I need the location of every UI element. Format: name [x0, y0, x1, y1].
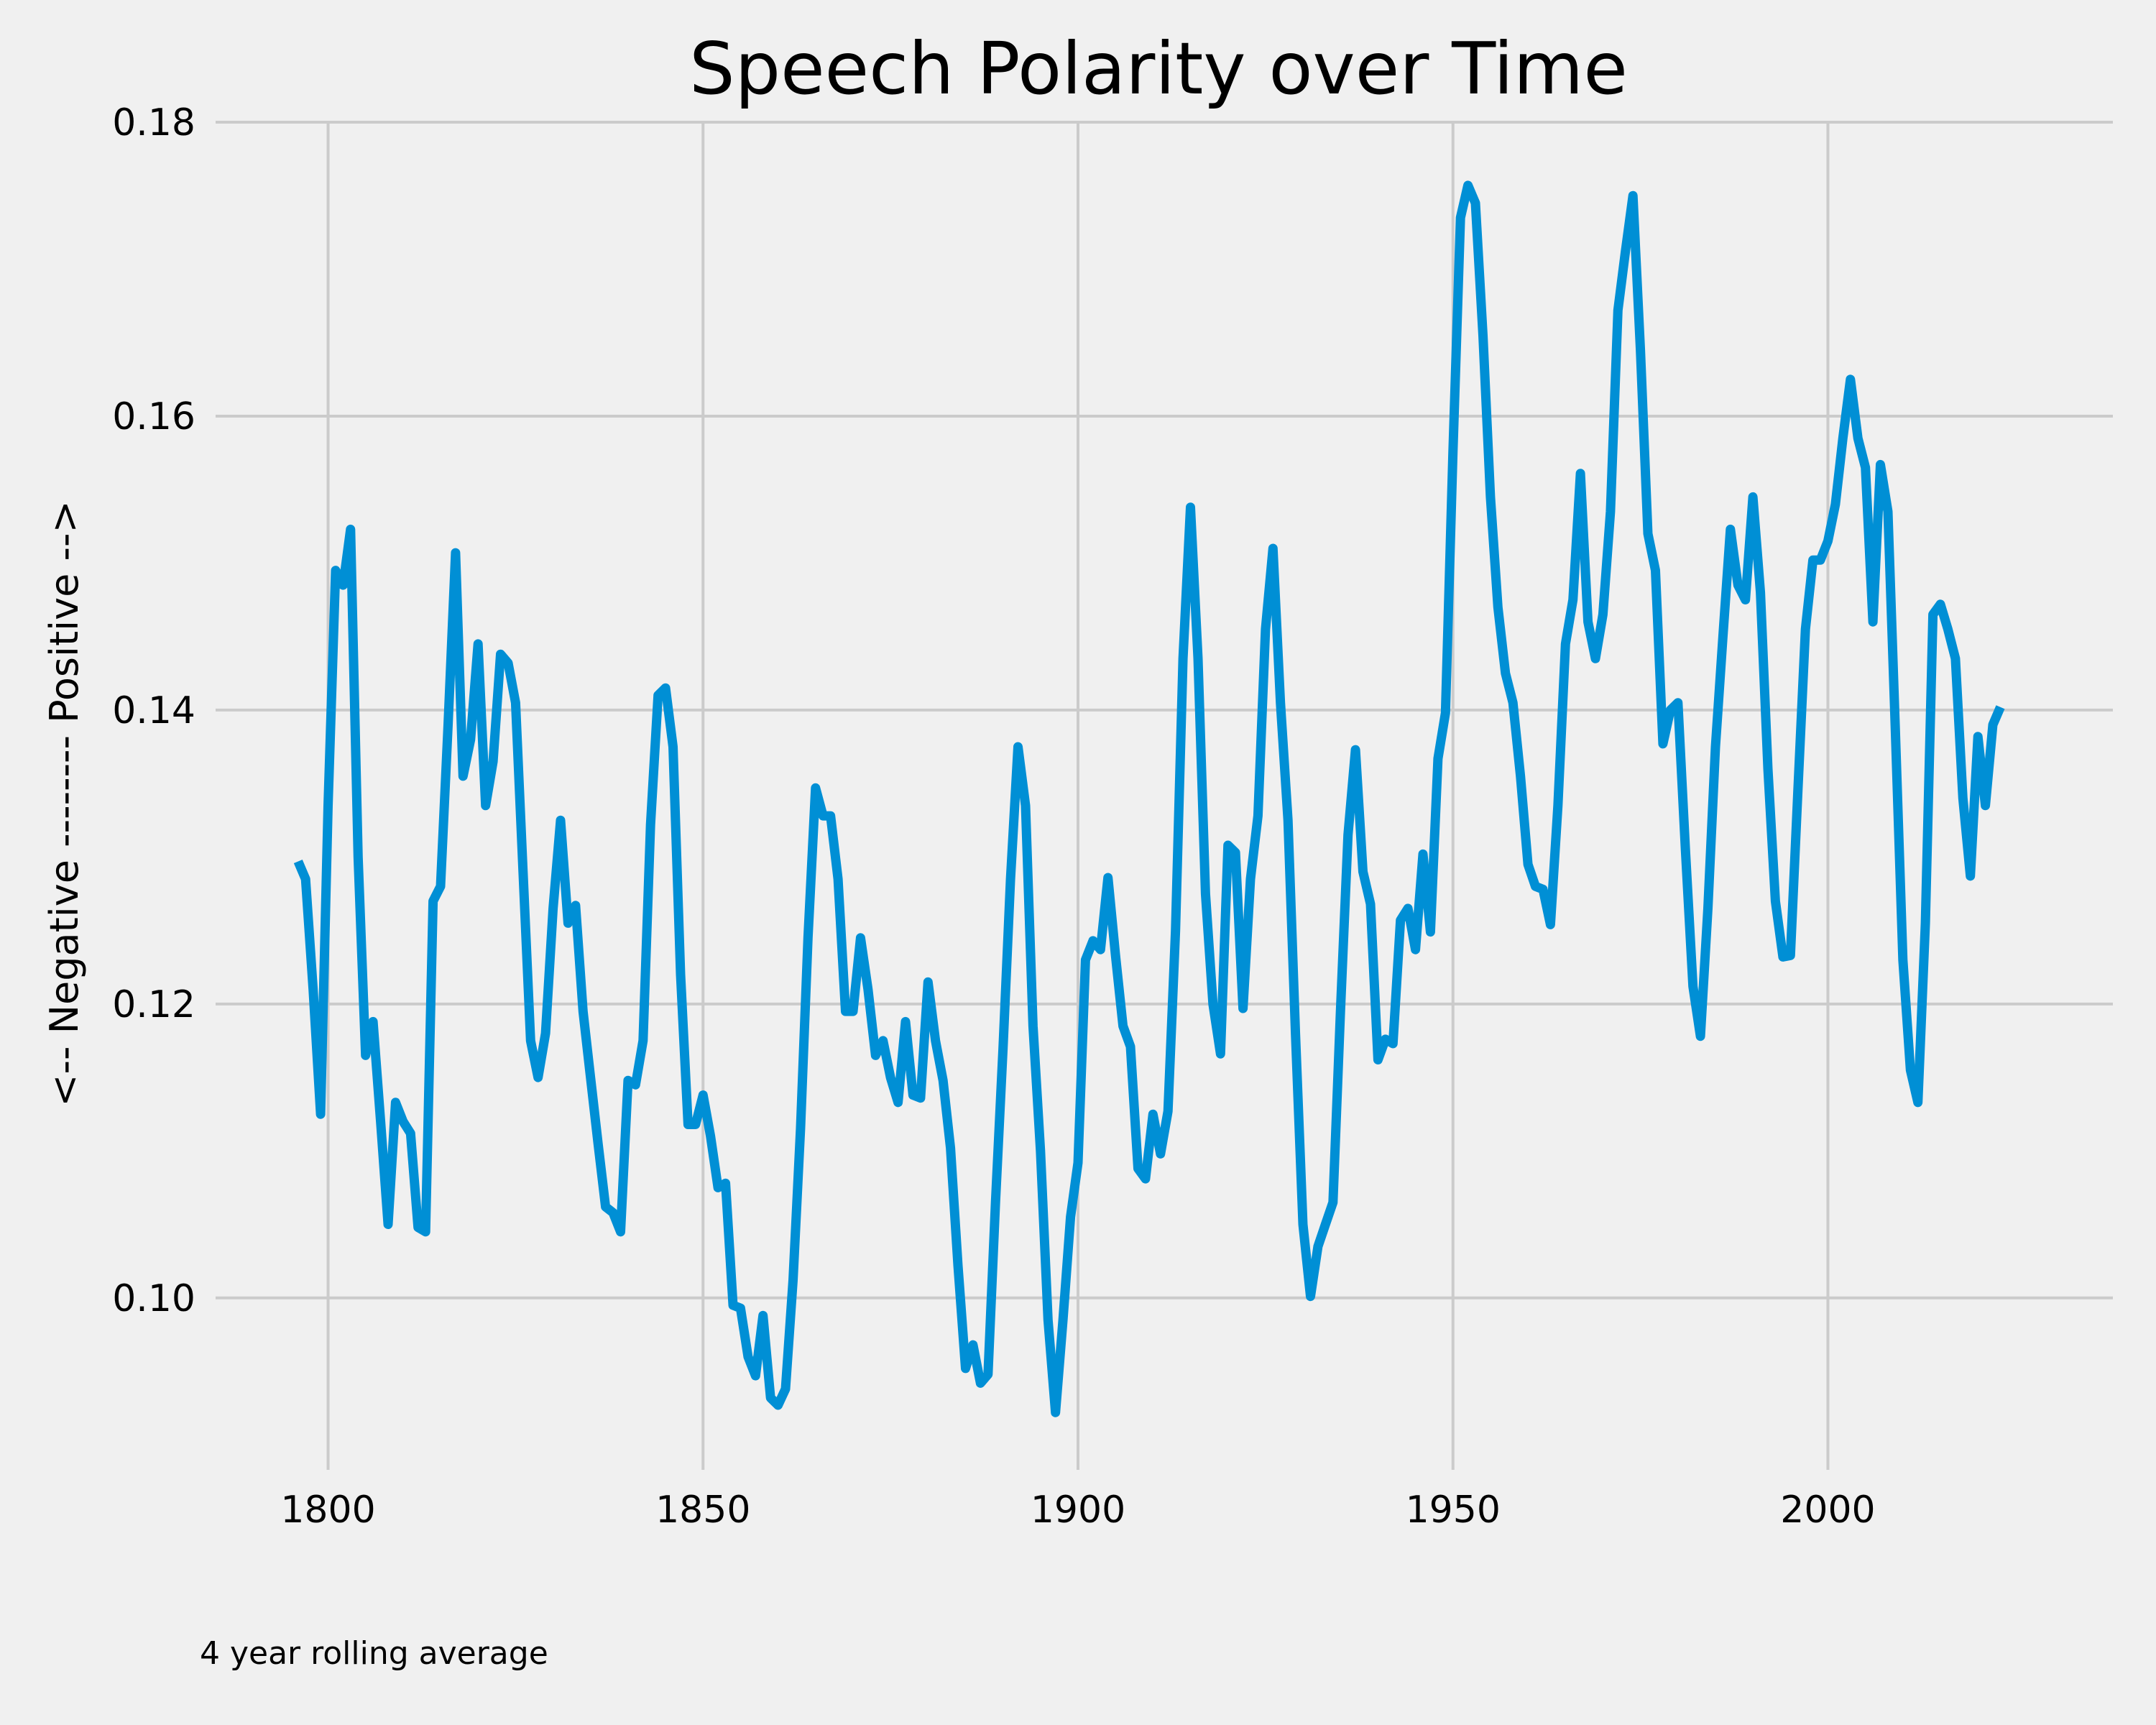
grid	[216, 121, 2113, 1470]
y-tick-label-0.14: 0.14	[112, 689, 195, 732]
y-axis-label: <-- Negative -------- Positive -->	[42, 500, 87, 1107]
y-tick-label-0.18: 0.18	[112, 101, 195, 144]
series-line	[293, 180, 2005, 1417]
rolling-average-note: 4 year rolling average	[200, 1635, 548, 1672]
y-tick-label-0.16: 0.16	[112, 395, 195, 438]
x-tick-label-1800: 1800	[280, 1489, 375, 1532]
x-tick-label-2000: 2000	[1780, 1489, 1875, 1532]
x-tick-label-1850: 1850	[655, 1489, 750, 1532]
chart-title: Speech Polarity over Time	[689, 27, 1628, 111]
x-tick-label-1900: 1900	[1031, 1489, 1125, 1532]
y-tick-label-0.12: 0.12	[112, 983, 195, 1026]
axis-ticks: 1800 1850 1900 1950 2000 0.10 0.12 0.14 0.16 0.18	[112, 101, 1875, 1532]
y-tick-label-0.10: 0.10	[112, 1277, 195, 1320]
x-tick-label-1950: 1950	[1406, 1489, 1501, 1532]
